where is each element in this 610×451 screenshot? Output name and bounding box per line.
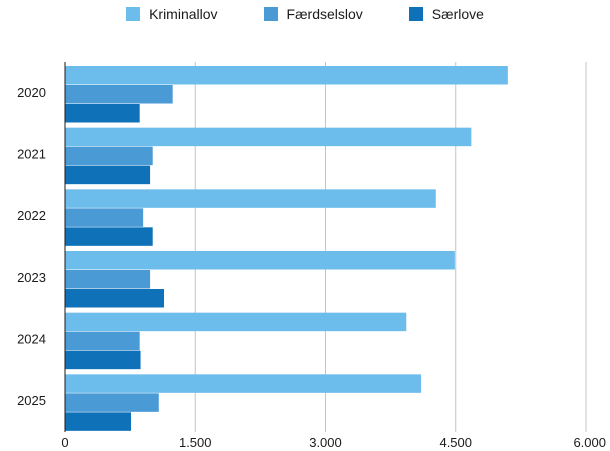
legend-item-faerdselslov: Færdselslov xyxy=(263,6,363,22)
legend-label-faerdselslov: Færdselslov xyxy=(286,6,363,22)
y-tick-label-2024: 2024 xyxy=(17,332,46,347)
y-tick-label-2020: 2020 xyxy=(17,85,46,100)
legend-swatch-faerdselslov xyxy=(263,7,278,21)
bar-færdselslov-2021 xyxy=(65,146,153,166)
bar-særlove-2020 xyxy=(65,104,140,123)
y-tick-label-2022: 2022 xyxy=(17,208,46,223)
legend-label-saerlove: Særlove xyxy=(431,6,484,22)
x-tick-label-4: 6.000 xyxy=(573,435,606,450)
x-tick-label-3: 4.500 xyxy=(439,435,472,450)
bar-særlove-2025 xyxy=(65,412,131,431)
bar-kriminallov-2024 xyxy=(65,312,407,332)
x-tick-label-0: 0 xyxy=(61,435,68,450)
bar-færdselslov-2024 xyxy=(65,331,140,351)
bar-særlove-2023 xyxy=(65,289,164,308)
y-tick-label-2023: 2023 xyxy=(17,270,46,285)
bar-kriminallov-2023 xyxy=(65,251,455,270)
legend-item-kriminallov: Kriminallov xyxy=(126,6,218,22)
y-tick-label-2025: 2025 xyxy=(17,393,46,408)
legend-item-saerlove: Særlove xyxy=(408,6,484,22)
bar-kriminallov-2021 xyxy=(65,127,472,147)
legend-swatch-saerlove xyxy=(408,7,423,21)
x-tick-label-2: 3.000 xyxy=(309,435,342,450)
x-tick-label-1: 1.500 xyxy=(179,435,212,450)
y-tick-label-2021: 2021 xyxy=(17,147,46,162)
bar-særlove-2022 xyxy=(65,227,153,246)
bar-færdselslov-2023 xyxy=(65,270,151,289)
bar-færdselslov-2020 xyxy=(65,85,173,104)
legend-label-kriminallov: Kriminallov xyxy=(149,6,218,22)
bar-færdselslov-2022 xyxy=(65,208,144,227)
bar-særlove-2021 xyxy=(65,165,151,185)
bar-kriminallov-2025 xyxy=(65,374,422,393)
bar-kriminallov-2022 xyxy=(65,189,436,208)
bar-færdselslov-2025 xyxy=(65,393,159,412)
bar-kriminallov-2020 xyxy=(65,66,508,85)
chart-legend: Kriminallov Færdselslov Særlove xyxy=(0,6,610,22)
bar-særlove-2024 xyxy=(65,350,141,370)
legend-swatch-kriminallov xyxy=(126,7,141,21)
